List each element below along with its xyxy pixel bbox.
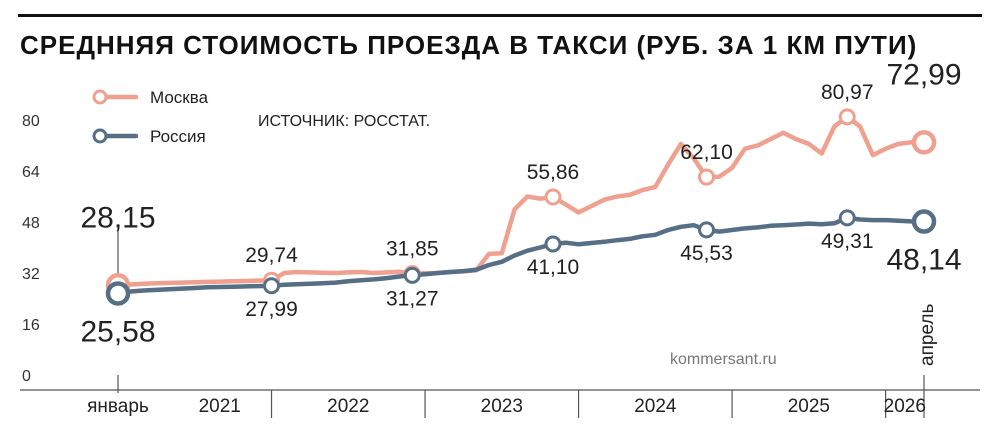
point-marker-moscow (911, 130, 937, 155)
year-label: 2023 (481, 396, 523, 417)
top-rule (18, 14, 982, 17)
x-start-label: январь (87, 396, 149, 417)
y-tick-label: 48 (22, 215, 40, 232)
data-label: 49,31 (821, 230, 874, 253)
point-marker-russia (911, 209, 937, 234)
year-label: 2025 (788, 396, 830, 417)
y-tick-label: 16 (22, 317, 40, 334)
point-marker-moscow (698, 168, 716, 186)
data-label: 80,97 (821, 81, 874, 104)
plot-markers (105, 108, 937, 306)
x-axis: январь апрель 2021 2022 2023 2024 2025 2026 (20, 140, 980, 418)
data-label: 29,74 (245, 244, 298, 267)
year-label: 2026 (884, 396, 926, 417)
legend-swatch-marker (92, 128, 108, 144)
data-label: 48,14 (886, 244, 961, 277)
data-label: 55,86 (527, 161, 580, 184)
point-marker-russia (838, 209, 856, 227)
data-label: 62,10 (680, 141, 733, 164)
point-marker-moscow (838, 108, 856, 126)
data-label: 41,10 (527, 256, 580, 279)
y-axis: 0 16 32 48 64 80 (22, 113, 40, 385)
y-tick-label: 64 (22, 164, 40, 181)
point-marker-russia (105, 281, 131, 306)
data-label: 72,99 (886, 58, 961, 91)
source-note: ИСТОЧНИК: РОССТАТ. (258, 113, 430, 130)
series-line-russia (115, 215, 927, 296)
year-label: 2021 (199, 396, 241, 417)
chart-title: СРЕДННЯЯ СТОИМОСТЬ ПРОЕЗДА В ТАКСИ (РУБ.… (20, 30, 918, 60)
data-label: 31,27 (386, 287, 439, 310)
data-label: 27,99 (245, 298, 298, 321)
point-marker-russia (403, 266, 421, 284)
series-line-moscow (115, 114, 927, 288)
data-label: 28,15 (80, 201, 155, 234)
point-marker-moscow (544, 188, 562, 206)
legend-label: Москва (150, 88, 209, 107)
y-tick-label: 0 (22, 368, 31, 385)
credit-note: kommersant.ru (670, 351, 777, 368)
y-tick-label: 80 (22, 113, 40, 130)
x-end-label: апрель (917, 304, 938, 366)
legend: Москва Россия (92, 88, 209, 146)
data-label: 45,53 (680, 242, 733, 265)
plot-lines (115, 114, 927, 296)
legend-label: Россия (150, 127, 206, 146)
y-tick-label: 32 (22, 266, 40, 283)
year-label: 2022 (327, 396, 369, 417)
point-marker-russia (698, 221, 716, 239)
year-label: 2024 (634, 396, 677, 417)
legend-swatch-marker (92, 89, 108, 105)
point-marker-russia (544, 235, 562, 253)
point-marker-russia (263, 277, 281, 295)
data-label: 25,58 (80, 315, 155, 348)
data-label: 31,85 (386, 237, 439, 260)
data-labels: 28,15 25,58 29,74 27,99 31,85 31,27 55,86 41,10… (80, 58, 961, 348)
